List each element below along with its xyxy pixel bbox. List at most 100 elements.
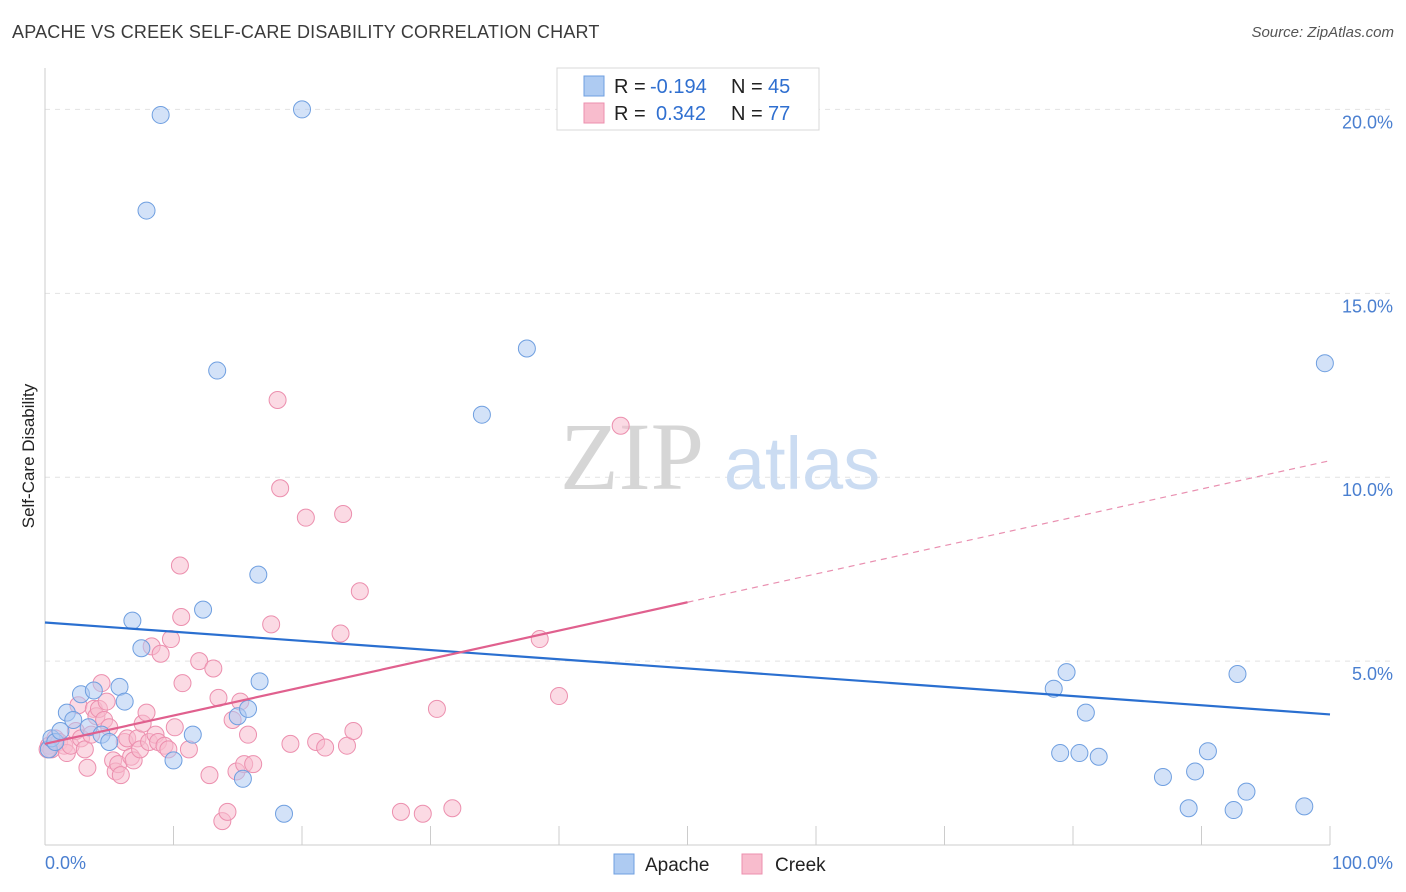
creek-r-value: 0.342 (656, 103, 706, 125)
creek-point (413, 804, 432, 823)
apache-n-value: 45 (768, 76, 790, 98)
apache-r-value: -0.194 (650, 76, 707, 98)
y-tick-label: 20.0% (1342, 112, 1393, 132)
series-legend: Apache Creek (613, 853, 826, 876)
creek-n-label: N = (731, 103, 763, 125)
apache-point (1186, 762, 1205, 781)
creek-point (427, 699, 446, 718)
creek-point (204, 659, 223, 678)
apache-point (1051, 744, 1070, 763)
creek-point (268, 390, 287, 409)
creek-point (151, 644, 170, 663)
creek-point (550, 687, 568, 706)
apache-point (1228, 664, 1247, 683)
apache-point (137, 201, 156, 220)
apache-point (1057, 663, 1076, 682)
apache-point (164, 751, 183, 770)
source-credit: Source: ZipAtlas.com (1251, 24, 1394, 41)
creek-point (271, 479, 290, 498)
creek-points (38, 390, 630, 831)
creek-point (78, 758, 97, 777)
apache-point (239, 699, 258, 718)
apache-bottom-swatch (613, 853, 635, 875)
trend-lines (44, 460, 1331, 745)
creek-n-value: 77 (768, 103, 790, 125)
creek-point (97, 692, 116, 711)
y-tick-labels: 5.0% 10.0% 15.0% 20.0% (1342, 112, 1393, 684)
apache-point (1089, 747, 1108, 766)
apache-point (1315, 354, 1334, 373)
y-axis-label: Self-Care Disability (19, 383, 38, 528)
creek-point (344, 721, 363, 740)
creek-point (165, 718, 184, 737)
apache-point (249, 565, 268, 584)
apache-point (183, 725, 202, 744)
creek-point (170, 556, 189, 575)
stats-legend: R = -0.194 N = 45 R = 0.342 N = 77 (556, 67, 820, 131)
apache-point (115, 692, 134, 711)
apache-point (151, 105, 170, 124)
watermark-atlas: atlas (724, 422, 880, 505)
chart-title: APACHE VS CREEK SELF-CARE DISABILITY COR… (12, 22, 600, 42)
creek-point (331, 624, 350, 643)
creek-point (244, 755, 263, 774)
creek-point (161, 630, 180, 649)
apache-point (472, 405, 491, 424)
apache-point (1070, 744, 1089, 763)
creek-point (443, 799, 462, 818)
apache-points (39, 100, 1334, 823)
x-tick-label-max: 100.0% (1332, 853, 1393, 873)
creek-point (190, 652, 209, 671)
creek-point (239, 725, 258, 744)
apache-point (194, 600, 213, 619)
apache-point (1295, 797, 1314, 816)
apache-point (517, 339, 536, 358)
apache-point (1076, 703, 1095, 722)
apache-bottom-label: Apache (645, 855, 709, 876)
apache-trend-line (44, 621, 1331, 716)
creek-point (137, 703, 156, 722)
y-tick-label: 15.0% (1342, 296, 1393, 316)
apache-point (64, 710, 83, 729)
apache-point (123, 611, 142, 630)
creek-point (172, 607, 191, 626)
creek-point (391, 802, 410, 821)
creek-point (173, 674, 192, 693)
watermark-zip: ZIP (560, 403, 704, 510)
creek-legend-swatch (583, 102, 605, 124)
x-axis-ticks (173, 826, 1331, 845)
creek-point (200, 766, 219, 785)
apache-point (84, 681, 103, 700)
creek-point (111, 766, 130, 785)
creek-r-label: R = (614, 103, 646, 125)
creek-point (218, 802, 237, 821)
apache-point (293, 100, 311, 119)
apache-point (1237, 782, 1256, 801)
creek-point (262, 615, 281, 634)
x-tick-label-min: 0.0% (45, 853, 86, 873)
apache-point (233, 769, 252, 788)
apache-point (132, 639, 151, 658)
apache-point (1153, 767, 1172, 786)
creek-point (296, 508, 315, 527)
creek-bottom-label: Creek (775, 855, 826, 876)
creek-trend-line (44, 601, 688, 745)
apache-point (208, 361, 227, 380)
y-tick-label: 5.0% (1352, 664, 1393, 684)
apache-point (1179, 799, 1198, 818)
creek-point (316, 738, 335, 757)
apache-point (275, 804, 294, 823)
apache-point (100, 733, 119, 752)
apache-r-label: R = (614, 76, 646, 98)
apache-point (1198, 742, 1217, 761)
creek-point (179, 740, 198, 759)
creek-point (334, 504, 353, 523)
apache-point (1044, 679, 1063, 698)
apache-n-label: N = (731, 76, 763, 98)
apache-point (1224, 801, 1243, 820)
creek-point (611, 416, 630, 435)
creek-point (281, 734, 300, 753)
creek-point (350, 582, 369, 601)
y-tick-label: 10.0% (1342, 480, 1393, 500)
